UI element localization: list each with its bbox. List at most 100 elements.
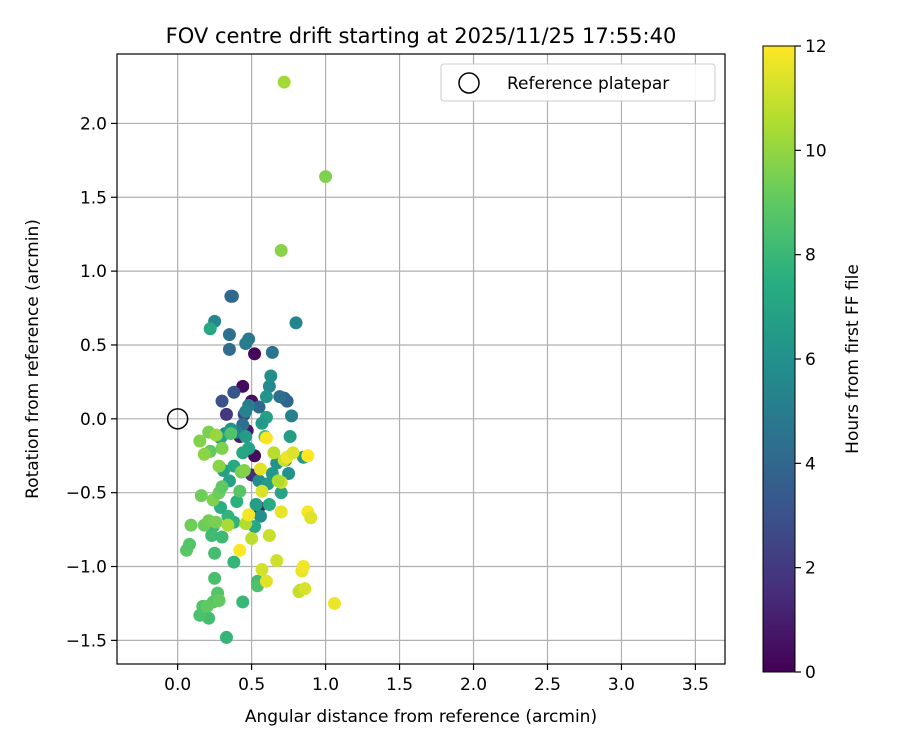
- data-point: [222, 328, 236, 342]
- legend-box: [440, 63, 716, 102]
- data-point: [225, 289, 239, 303]
- data-point: [271, 474, 285, 488]
- data-point: [236, 446, 250, 460]
- data-point: [237, 464, 251, 478]
- data-point: [277, 75, 291, 89]
- legend-entry-reference: Reference platepar: [507, 74, 669, 94]
- x-tick-label: 1.0: [312, 675, 339, 695]
- data-point: [193, 434, 207, 448]
- data-point: [298, 582, 312, 596]
- data-point: [200, 599, 214, 613]
- data-point: [227, 385, 241, 399]
- data-point: [274, 243, 288, 257]
- y-tick-label: −1.0: [66, 558, 107, 578]
- data-point: [236, 595, 250, 609]
- colorbar-tick-label: 2: [805, 559, 816, 579]
- data-point: [239, 336, 253, 350]
- x-tick-label: 2.5: [534, 675, 561, 695]
- data-point: [197, 447, 211, 461]
- data-point: [242, 508, 256, 522]
- data-point: [222, 342, 236, 356]
- data-point: [205, 529, 219, 543]
- data-point: [301, 449, 315, 463]
- data-point: [219, 407, 233, 421]
- data-point: [255, 562, 269, 576]
- data-point: [233, 484, 247, 498]
- data-point: [296, 560, 310, 574]
- data-point: [327, 596, 341, 610]
- data-point: [194, 489, 208, 503]
- data-point: [182, 537, 196, 551]
- grid-lines: [117, 54, 725, 664]
- data-point: [215, 530, 229, 544]
- y-tick-label: 0.0: [80, 410, 107, 430]
- y-tick-label: −0.5: [66, 484, 107, 504]
- x-axis-ticks: 0.0 0.5 1.0 1.5 2.0 2.5 3.0 3.5: [164, 664, 709, 695]
- data-point: [219, 630, 233, 644]
- data-point: [319, 170, 333, 184]
- data-point: [259, 574, 273, 588]
- data-point: [239, 430, 253, 444]
- data-point: [212, 593, 226, 607]
- data-point: [203, 322, 217, 336]
- data-point: [282, 466, 296, 480]
- plot-frame: [116, 53, 726, 665]
- data-point: [285, 409, 299, 423]
- data-point: [274, 486, 288, 500]
- x-tick-label: 2.0: [460, 675, 487, 695]
- colorbar-label: Hours from first FF file: [843, 264, 863, 454]
- colorbar-tick-label: 6: [805, 350, 816, 370]
- colorbar-tick-label: 8: [805, 246, 816, 266]
- data-point: [264, 369, 278, 383]
- data-point: [273, 390, 287, 404]
- y-tick-label: 0.5: [80, 336, 107, 356]
- data-point: [227, 555, 241, 569]
- data-point: [270, 554, 284, 568]
- data-point: [286, 446, 300, 460]
- data-point: [245, 531, 259, 545]
- x-tick-label: 0.5: [238, 675, 265, 695]
- colorbar-tick-label: 4: [805, 454, 816, 474]
- colorbar-ticks: 0 2 4 6 8 10 12: [795, 37, 827, 683]
- colorbar-tick-label: 12: [805, 37, 827, 57]
- data-point: [215, 394, 229, 408]
- x-tick-label: 1.5: [386, 675, 413, 695]
- data-point: [259, 431, 273, 445]
- data-points: [180, 75, 341, 644]
- data-point: [215, 441, 229, 455]
- x-tick-label: 0.0: [164, 675, 191, 695]
- data-point: [233, 543, 247, 557]
- y-tick-label: 1.0: [80, 262, 107, 282]
- y-tick-label: 1.5: [80, 188, 107, 208]
- data-point: [230, 495, 244, 509]
- data-point: [209, 515, 223, 529]
- x-axis-label: Angular distance from reference (arcmin): [245, 707, 597, 727]
- data-point: [262, 529, 276, 543]
- data-point: [239, 404, 253, 418]
- x-tick-label: 3.0: [608, 675, 635, 695]
- data-point: [221, 518, 235, 532]
- data-point: [262, 497, 276, 511]
- data-point: [249, 497, 263, 511]
- data-point: [248, 347, 262, 361]
- data-point: [253, 509, 267, 523]
- data-point: [208, 571, 222, 585]
- data-point: [184, 518, 198, 532]
- data-point: [274, 505, 288, 519]
- legend: Reference platepar: [440, 63, 716, 102]
- data-point: [224, 427, 238, 441]
- data-point: [262, 379, 276, 393]
- data-point: [255, 484, 269, 498]
- data-point: [267, 446, 281, 460]
- chart-title: FOV centre drift starting at 2025/11/25 …: [166, 24, 677, 48]
- colorbar-tick-label: 0: [805, 663, 816, 683]
- data-point: [208, 546, 222, 560]
- data-point: [209, 428, 223, 442]
- data-point: [253, 462, 267, 476]
- colorbar-tick-label: 10: [805, 141, 827, 161]
- data-point: [304, 511, 318, 525]
- data-point: [215, 480, 229, 494]
- data-point: [252, 400, 266, 414]
- data-point: [265, 345, 279, 359]
